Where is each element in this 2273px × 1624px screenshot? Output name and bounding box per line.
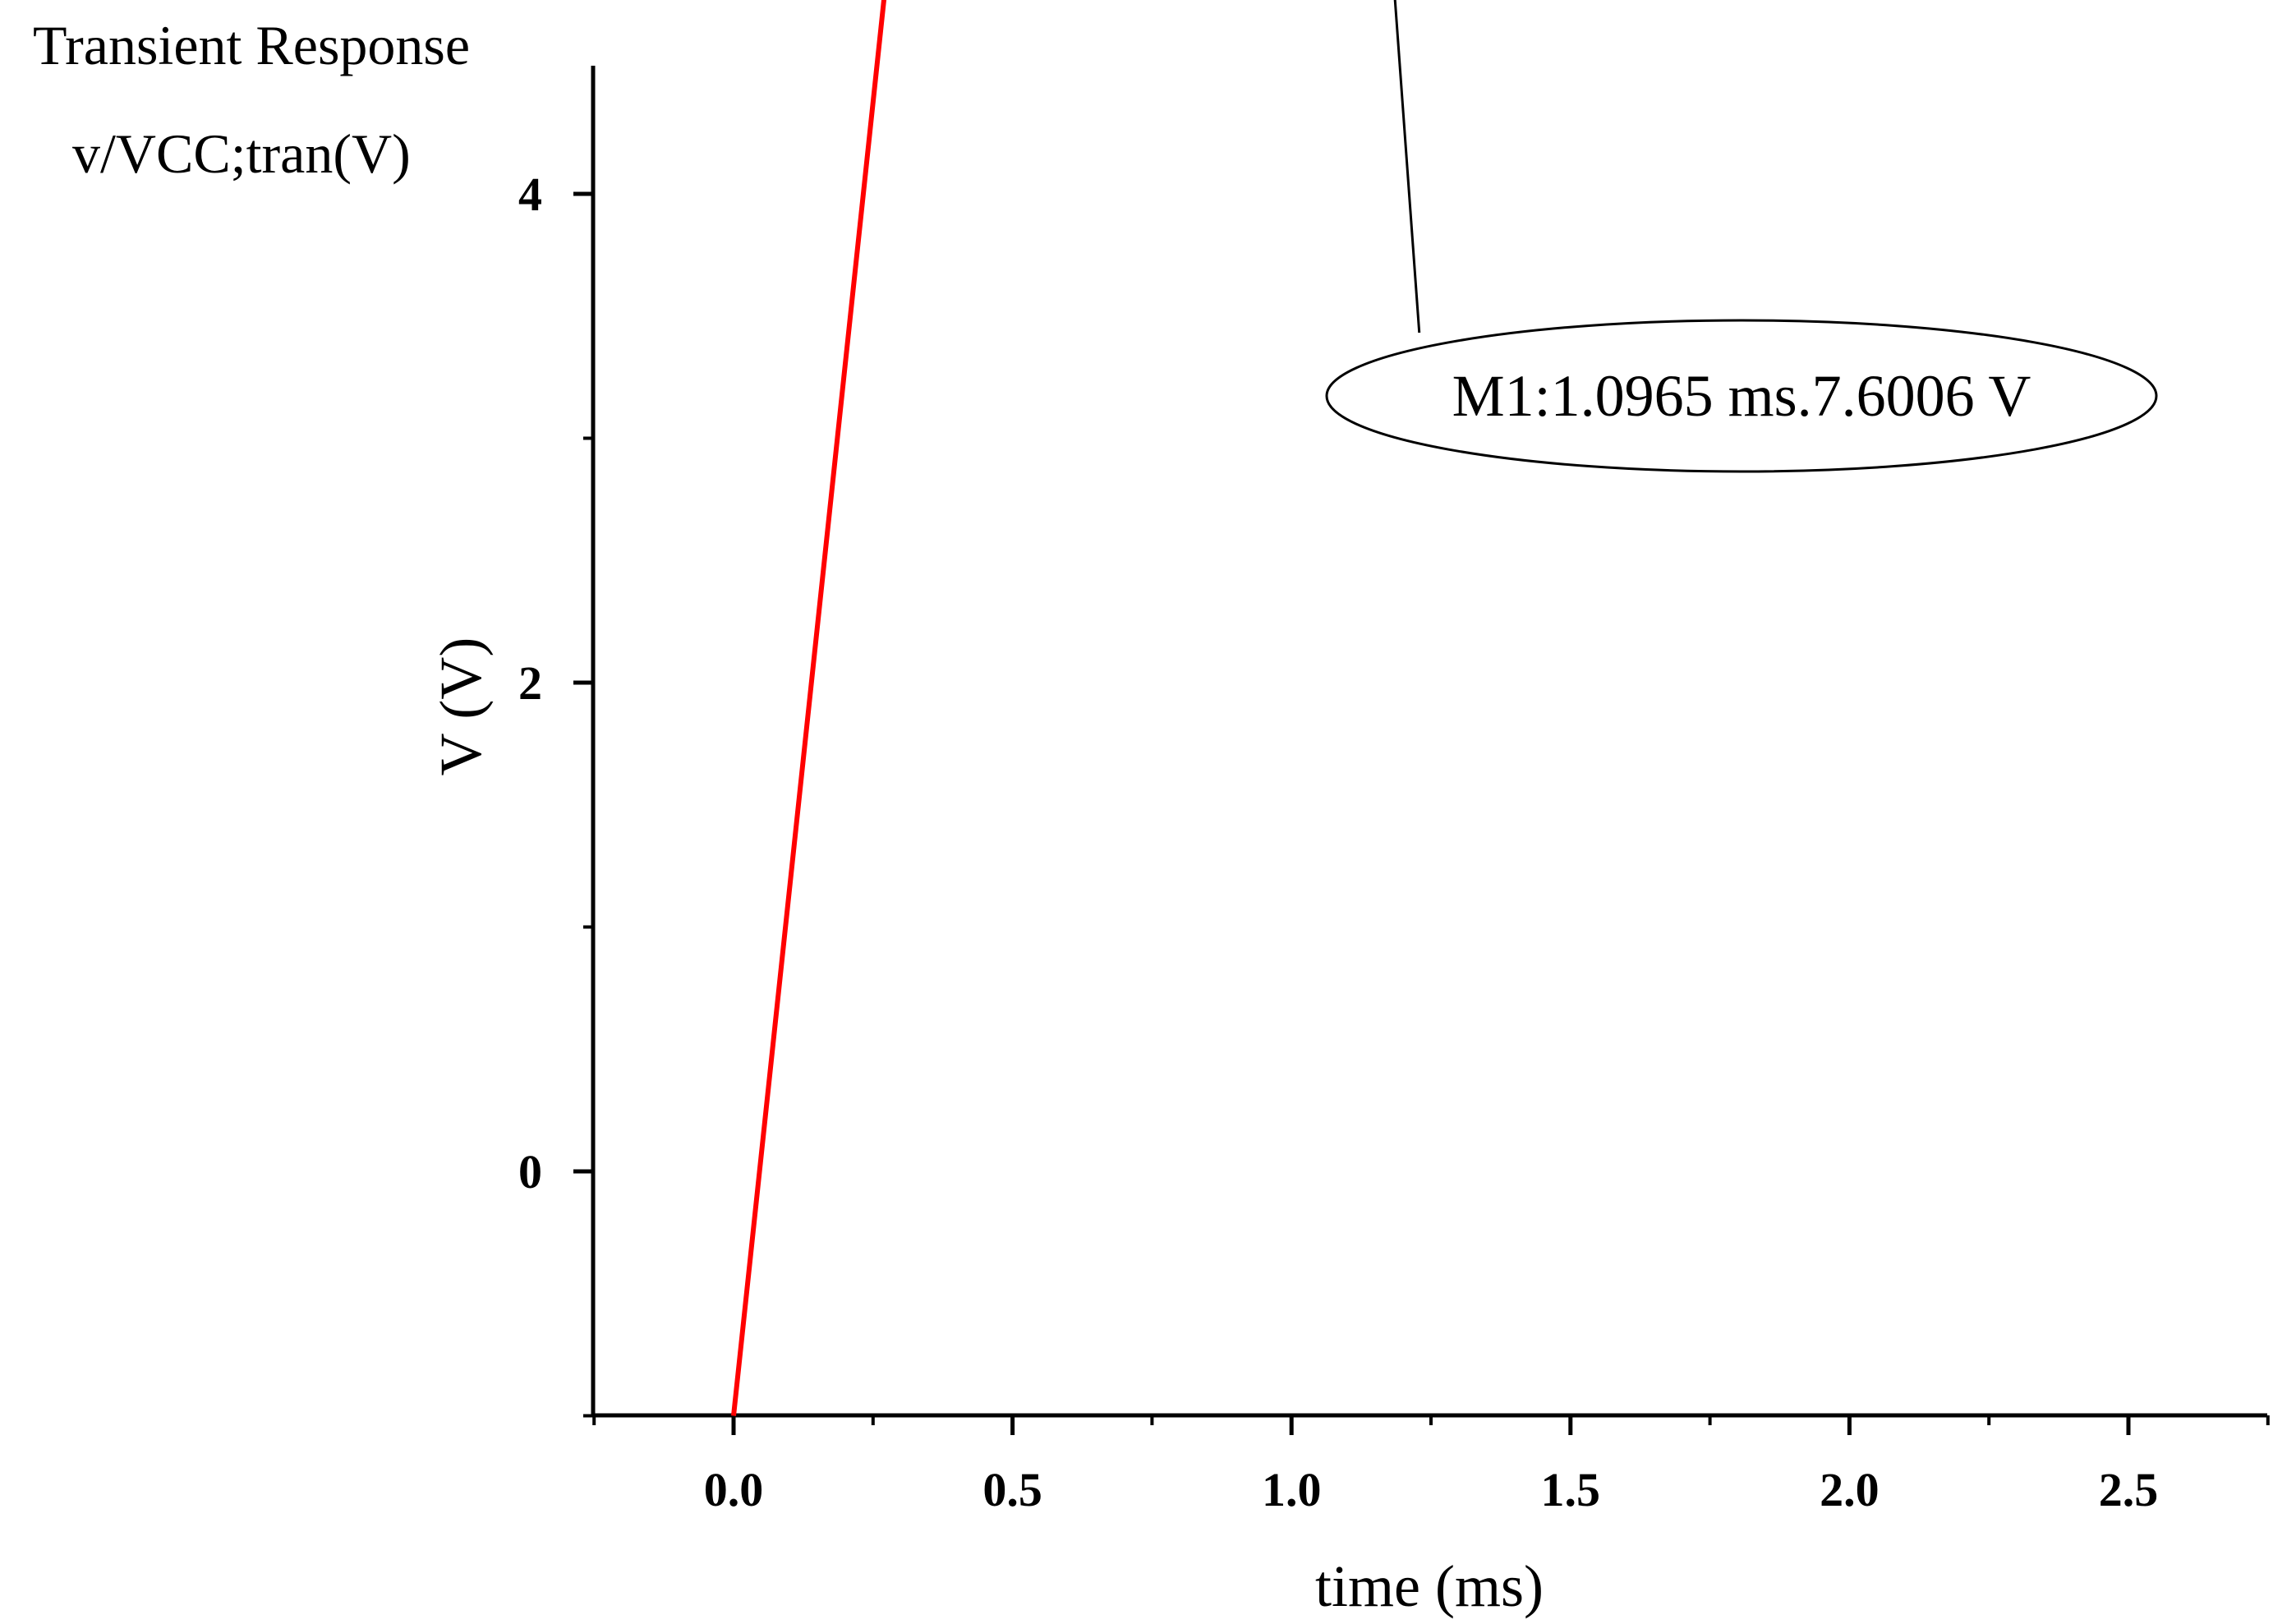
y-ticks: -202468 bbox=[518, 168, 593, 1418]
marker-leader-line bbox=[1393, 0, 1421, 334]
x-ticks: 0.0 0.5 1.0 1.5 2.0 2.5 bbox=[592, 1415, 2270, 1516]
marker-callout: M1:1.0965 ms.7.6006 V bbox=[1325, 0, 2158, 473]
x-tick-label: 0.0 bbox=[704, 1463, 764, 1516]
x-axis-title: time (ms) bbox=[1315, 1553, 1544, 1619]
marker-ellipse bbox=[1325, 319, 2158, 473]
chart-title: Transient Response bbox=[33, 14, 470, 76]
marker-label: M1:1.0965 ms.7.6006 V bbox=[1452, 363, 2031, 429]
series-line bbox=[731, 0, 887, 1416]
x-tick-label: 2.5 bbox=[2099, 1463, 2159, 1516]
x-tick-label: 0.5 bbox=[982, 1463, 1042, 1516]
x-tick-label: 2.0 bbox=[1820, 1463, 1880, 1516]
x-tick-label: 1.5 bbox=[1541, 1463, 1601, 1516]
y-axis-title: V (V) bbox=[428, 637, 494, 776]
y-tick-label: 0 bbox=[518, 1145, 542, 1198]
y-tick-label: 4 bbox=[518, 168, 542, 221]
x-tick-label: 1.0 bbox=[1262, 1463, 1322, 1516]
series-layer bbox=[731, 0, 887, 1416]
chart-subtitle: v/VCC;tran(V) bbox=[72, 122, 411, 185]
y-tick-label: 2 bbox=[518, 656, 542, 710]
